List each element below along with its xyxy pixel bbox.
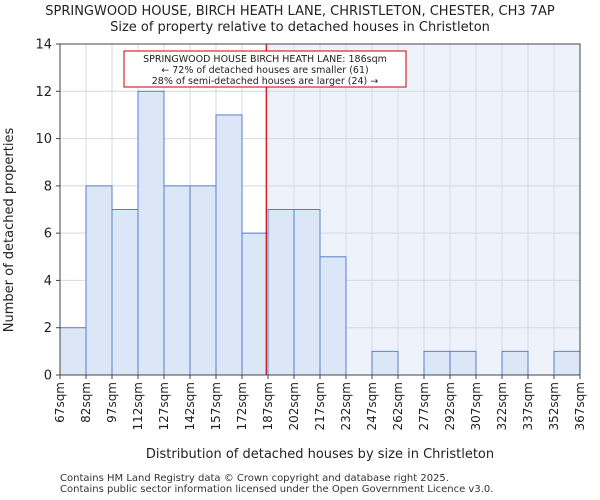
y-tick-label: 10 xyxy=(35,132,52,147)
x-tick-label: 142sqm xyxy=(183,382,197,430)
annotation-line: ← 72% of detached houses are smaller (61… xyxy=(161,65,368,76)
x-tick-label: 337sqm xyxy=(521,382,535,430)
y-tick-label: 8 xyxy=(44,179,52,194)
x-tick-label: 307sqm xyxy=(469,382,483,430)
x-tick-label: 187sqm xyxy=(261,382,275,430)
x-tick-label: 127sqm xyxy=(157,382,171,430)
bar-142sqm xyxy=(189,185,217,376)
y-tick-label: 2 xyxy=(44,321,52,336)
bar-292sqm xyxy=(449,350,477,376)
bar-187sqm xyxy=(267,209,295,376)
x-tick-label: 292sqm xyxy=(443,382,457,430)
x-tick-label: 157sqm xyxy=(209,382,223,430)
bar-247sqm xyxy=(371,350,399,376)
bar-67sqm xyxy=(59,327,87,376)
bar-97sqm xyxy=(111,209,139,376)
y-tick-label: 12 xyxy=(35,85,52,100)
annotation-box xyxy=(123,50,407,88)
y-tick-label: 0 xyxy=(44,369,52,384)
bar-277sqm xyxy=(423,350,451,376)
x-tick-label: 202sqm xyxy=(287,382,301,430)
chart-title: SPRINGWOOD HOUSE, BIRCH HEATH LANE, CHRI… xyxy=(45,4,555,19)
x-axis-label: Distribution of detached houses by size … xyxy=(146,447,494,462)
bar-202sqm xyxy=(293,209,321,376)
x-tick-label: 172sqm xyxy=(235,382,249,430)
x-tick-label: 367sqm xyxy=(573,382,587,430)
x-tick-label: 277sqm xyxy=(417,382,431,430)
x-tick-label: 97sqm xyxy=(105,382,119,423)
chart: 0 2 4 6 8 10 12 14 67sqm 82sqm 97sqm 112sqm 127sqm 1… xyxy=(2,38,587,463)
y-tick-label: 4 xyxy=(44,274,52,289)
x-tick-label: 247sqm xyxy=(365,382,379,430)
x-tick-label: 82sqm xyxy=(79,382,93,423)
x-tick-label: 112sqm xyxy=(131,382,145,430)
x-tick-label: 262sqm xyxy=(391,382,405,430)
x-tick-label: 217sqm xyxy=(313,382,327,430)
footer-line-2: Contains public sector information licen… xyxy=(60,484,494,495)
x-tick-label: 322sqm xyxy=(495,382,509,430)
bar-82sqm xyxy=(85,185,113,376)
bar-157sqm xyxy=(215,114,243,376)
annotation-line: 28% of semi-detached houses are larger (… xyxy=(152,76,379,87)
x-tick-label: 232sqm xyxy=(339,382,353,430)
annotation-line: SPRINGWOOD HOUSE BIRCH HEATH LANE: 186sq… xyxy=(143,54,387,65)
bar-172sqm xyxy=(241,232,269,376)
x-tick-label: 67sqm xyxy=(53,382,67,423)
y-tick-label: 14 xyxy=(35,38,52,53)
y-axis-label: Number of detached properties xyxy=(2,128,17,333)
bar-217sqm xyxy=(319,256,347,376)
bar-112sqm xyxy=(137,90,165,376)
footer-line-1: Contains HM Land Registry data © Crown c… xyxy=(60,473,449,484)
bar-127sqm xyxy=(163,185,191,376)
bar-322sqm xyxy=(501,350,529,376)
bar-352sqm xyxy=(553,350,581,376)
y-tick-label: 6 xyxy=(44,227,52,242)
chart-subtitle: Size of property relative to detached ho… xyxy=(110,20,490,35)
x-tick-label: 352sqm xyxy=(547,382,561,430)
